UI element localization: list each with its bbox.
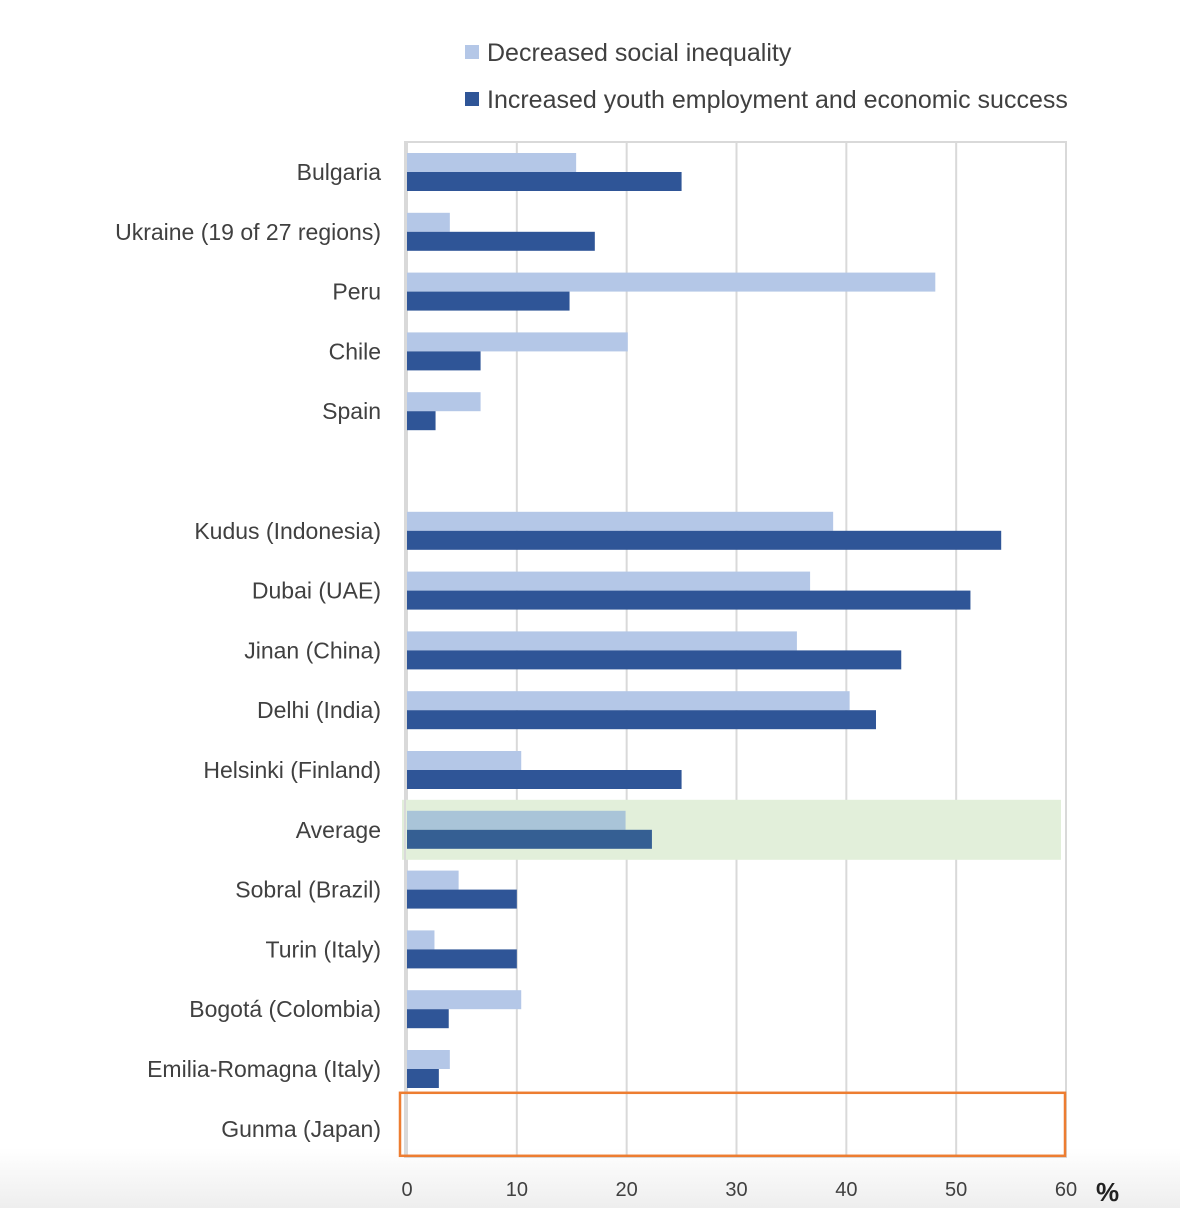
bar-sobral-brazil-youth-employment (407, 889, 517, 909)
bar-kudus-indonesia-decreased-inequality (407, 511, 834, 531)
category-label-delhi-india: Delhi (India) (257, 697, 381, 723)
bar-average-decreased-inequality (407, 810, 626, 830)
bar-spain-youth-employment (407, 411, 436, 431)
bar-chile-youth-employment (407, 351, 481, 371)
bar-dubai-uae-decreased-inequality (407, 571, 811, 591)
category-label-bogot-colombia: Bogotá (Colombia) (189, 996, 381, 1022)
category-label-dubai-uae: Dubai (UAE) (252, 578, 381, 604)
bar-delhi-india-decreased-inequality (407, 691, 850, 711)
bar-average-youth-employment (407, 829, 652, 849)
highlight-box-gunma (398, 1091, 1067, 1158)
tick-labels: 0 10 20 30 40 50 60 (401, 1179, 1077, 1201)
box-layer (398, 1091, 1067, 1158)
bar-kudus-indonesia-youth-employment (407, 530, 1002, 550)
bar-jinan-china-youth-employment (407, 650, 902, 670)
bar-bulgaria-youth-employment (407, 172, 682, 191)
legend-swatch-decreased-inequality (465, 45, 479, 59)
bar-turin-italy-youth-employment (407, 949, 517, 969)
category-labels: Bulgaria Ukraine (19 of 27 regions) Peru Ch… (115, 159, 381, 1142)
legend-label-youth-employment: Increased youth employment and economic … (487, 86, 1068, 114)
bar-spain-decreased-inequality (407, 392, 481, 412)
x-tick-label-60: 60 (1055, 1179, 1077, 1201)
category-label-peru: Peru (332, 279, 381, 305)
bar-ukraine-19-of-27-regions-youth-employment (407, 231, 595, 251)
x-tick-label-20: 20 (616, 1179, 638, 1201)
x-tick-label-10: 10 (506, 1179, 528, 1201)
bar-helsinki-finland-decreased-inequality (407, 751, 522, 770)
bar-turin-italy-decreased-inequality (407, 930, 435, 950)
legend: Decreased social inequality Increased yo… (465, 39, 1068, 114)
bar-peru-decreased-inequality (407, 272, 936, 292)
category-label-turin-italy: Turin (Italy) (266, 936, 381, 962)
category-label-bulgaria: Bulgaria (297, 159, 382, 185)
category-label-chile: Chile (329, 338, 381, 364)
bar-bogot-colombia-youth-employment (407, 1009, 449, 1029)
category-label-sobral-brazil: Sobral (Brazil) (235, 877, 381, 903)
bar-chile-decreased-inequality (407, 332, 628, 352)
bar-ukraine-19-of-27-regions-decreased-inequality (407, 212, 450, 232)
bar-delhi-india-youth-employment (407, 710, 876, 730)
legend-swatch-youth-employment (465, 92, 479, 106)
category-label-kudus-indonesia: Kudus (Indonesia) (194, 518, 381, 544)
bar-helsinki-finland-youth-employment (407, 770, 682, 789)
category-label-ukraine-19-of-27-regions: Ukraine (19 of 27 regions) (115, 219, 381, 245)
bar-bulgaria-decreased-inequality (407, 153, 577, 172)
category-label-spain: Spain (322, 398, 381, 424)
legend-label-decreased-inequality: Decreased social inequality (487, 39, 792, 67)
category-label-helsinki-finland: Helsinki (Finland) (203, 757, 381, 783)
category-label-emilia-romagna-italy: Emilia-Romagna (Italy) (147, 1056, 381, 1082)
bar-bogot-colombia-decreased-inequality (407, 990, 522, 1010)
bars (407, 153, 1002, 1088)
category-label-gunma-japan: Gunma (Japan) (221, 1116, 381, 1142)
bar-dubai-uae-youth-employment (407, 590, 971, 610)
x-tick-label-40: 40 (835, 1179, 857, 1201)
category-label-jinan-china: Jinan (China) (244, 637, 381, 663)
x-tick-label-50: 50 (945, 1179, 967, 1201)
bar-peru-youth-employment (407, 291, 570, 311)
x-tick-label-30: 30 (725, 1179, 747, 1201)
bar-emilia-romagna-italy-youth-employment (407, 1069, 439, 1088)
category-label-average: Average (296, 817, 381, 843)
x-axis-unit-label: % (1096, 1177, 1119, 1207)
bar-jinan-china-decreased-inequality (407, 631, 797, 651)
x-tick-label-0: 0 (401, 1179, 412, 1201)
bar-sobral-brazil-decreased-inequality (407, 870, 459, 890)
bar-emilia-romagna-italy-decreased-inequality (407, 1050, 450, 1069)
